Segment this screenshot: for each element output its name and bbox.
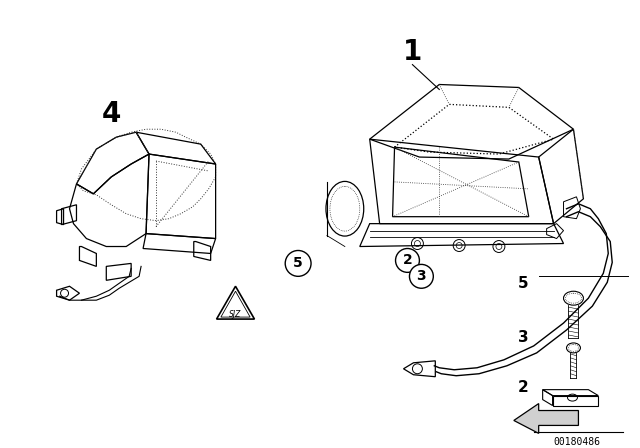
Text: 3: 3 [417, 269, 426, 283]
Text: 3: 3 [518, 331, 529, 345]
Circle shape [396, 249, 419, 272]
Text: 4: 4 [102, 100, 121, 128]
Text: 00180486: 00180486 [553, 437, 600, 448]
Polygon shape [514, 404, 579, 433]
Circle shape [410, 264, 433, 288]
Text: SJZ: SJZ [229, 310, 242, 319]
Text: 2: 2 [518, 380, 529, 395]
Text: 5: 5 [518, 276, 529, 291]
Text: 1: 1 [403, 38, 422, 66]
Circle shape [285, 250, 311, 276]
Text: 2: 2 [403, 254, 412, 267]
Text: 5: 5 [293, 256, 303, 271]
